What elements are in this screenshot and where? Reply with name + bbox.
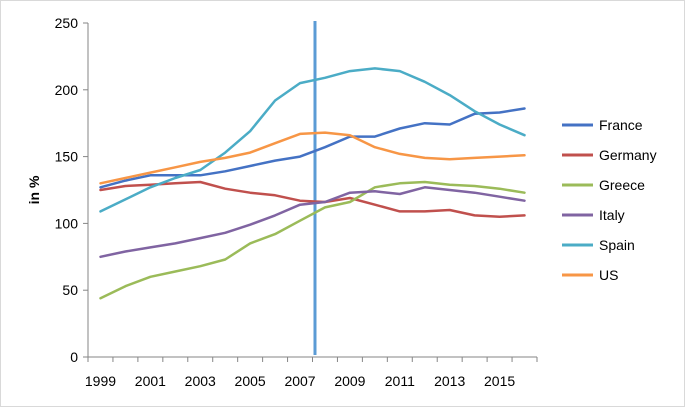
y-axis-label: in % — [26, 175, 42, 204]
series-line-spain — [99, 67, 526, 213]
legend-label: US — [599, 267, 618, 283]
tick-labels: 0 50 100 150 200 250 1999 2001 2003 2005 2007 2009 2… — [55, 15, 516, 389]
y-tick-label: 100 — [55, 215, 79, 231]
x-tick-label: 2009 — [334, 373, 365, 389]
legend-label: Spain — [599, 237, 635, 253]
series-line-us — [99, 131, 526, 185]
x-tick-label: 2005 — [235, 373, 266, 389]
x-tick-label: 2001 — [135, 373, 166, 389]
x-tick-label: 2013 — [434, 373, 465, 389]
y-tick-label: 150 — [55, 149, 79, 165]
legend-item-germany: Germany — [562, 147, 657, 163]
series-line-italy — [99, 186, 526, 259]
legend-label: Germany — [599, 147, 657, 163]
x-tick-label: 1999 — [85, 373, 116, 389]
series-line-france — [99, 107, 526, 189]
x-tick-label: 2007 — [284, 373, 315, 389]
legend-item-spain: Spain — [562, 237, 635, 253]
x-tick-label: 2003 — [185, 373, 216, 389]
y-tick-label: 50 — [62, 282, 78, 298]
legend: France Germany Greece Italy Spain US — [562, 117, 657, 283]
x-tick-label: 2015 — [484, 373, 515, 389]
y-tick-label: 200 — [55, 82, 79, 98]
legend-item-italy: Italy — [562, 207, 625, 223]
legend-label: Greece — [599, 177, 645, 193]
series-line-greece — [99, 180, 526, 300]
x-tick-label: 2011 — [385, 373, 415, 389]
y-tick-label: 0 — [70, 349, 78, 365]
axes — [83, 22, 538, 362]
legend-item-us: US — [562, 267, 618, 283]
y-tick-label: 250 — [55, 15, 79, 31]
series-layer — [99, 67, 526, 300]
legend-label: France — [599, 117, 643, 133]
legend-item-greece: Greece — [562, 177, 645, 193]
series-line-germany — [99, 180, 526, 218]
legend-item-france: France — [562, 117, 643, 133]
legend-label: Italy — [599, 207, 625, 223]
